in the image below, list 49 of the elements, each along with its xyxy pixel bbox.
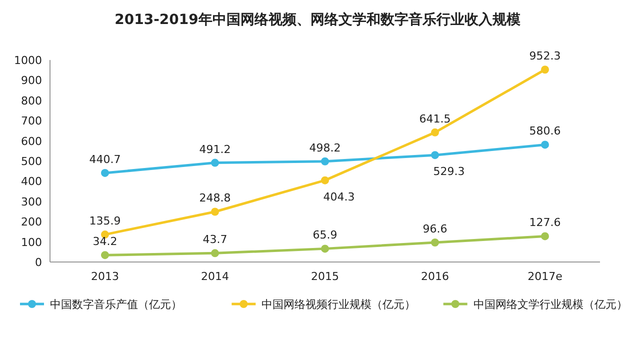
point — [211, 249, 219, 258]
y-tick-label: 1000 — [14, 54, 42, 67]
point — [101, 168, 109, 177]
point — [431, 151, 439, 160]
x-tick-label: 2015 — [311, 270, 339, 283]
legend-label: 中国网络视频行业规模（亿元） — [262, 298, 416, 311]
data-label: 641.5 — [419, 112, 451, 126]
point — [431, 128, 439, 136]
chart-title: 2013-2019年中国网络视频、网络文学和数字音乐行业收入规模 — [114, 11, 522, 28]
y-tick-label: 0 — [35, 256, 42, 269]
data-label: 65.9 — [312, 228, 338, 242]
data-label: 34.2 — [92, 235, 118, 248]
x-tick-label: 2013 — [91, 270, 119, 283]
point — [101, 251, 109, 260]
data-label: 127.6 — [529, 216, 561, 230]
x-tick-label: 2016 — [421, 270, 449, 283]
data-label: 498.2 — [309, 141, 341, 154]
y-tick-label: 400 — [21, 175, 42, 188]
data-label: 529.3 — [433, 165, 465, 178]
y-tick-label: 100 — [21, 236, 42, 249]
data-label: 96.6 — [422, 222, 448, 236]
data-label: 248.8 — [199, 192, 231, 205]
data-label: 491.2 — [199, 142, 231, 156]
y-tick-label: 200 — [21, 216, 42, 229]
legend-label: 中国网络文学行业规模（亿元） — [473, 298, 628, 311]
point — [321, 244, 329, 253]
y-tick-label: 300 — [21, 195, 42, 208]
point — [541, 232, 549, 240]
point — [321, 157, 329, 166]
point — [211, 158, 219, 167]
x-tick-label: 2014 — [201, 270, 229, 283]
point — [211, 208, 219, 216]
x-tick-label: 2017e — [528, 270, 563, 283]
y-tick-label: 700 — [21, 114, 42, 128]
legend-label: 中国数字音乐产值（亿元） — [50, 298, 182, 311]
y-tick-label: 800 — [21, 94, 42, 108]
data-label: 952.3 — [529, 50, 561, 63]
data-label: 404.3 — [323, 190, 355, 204]
data-label: 580.6 — [529, 124, 561, 138]
data-label: 135.9 — [89, 214, 121, 228]
point — [541, 66, 549, 74]
point — [321, 176, 329, 184]
point — [431, 238, 439, 246]
data-label: 43.7 — [202, 233, 228, 246]
y-tick-label: 500 — [21, 155, 42, 168]
y-tick-label: 900 — [21, 74, 42, 88]
data-label: 440.7 — [89, 152, 121, 166]
y-tick-label: 600 — [21, 134, 42, 148]
point — [541, 140, 549, 149]
